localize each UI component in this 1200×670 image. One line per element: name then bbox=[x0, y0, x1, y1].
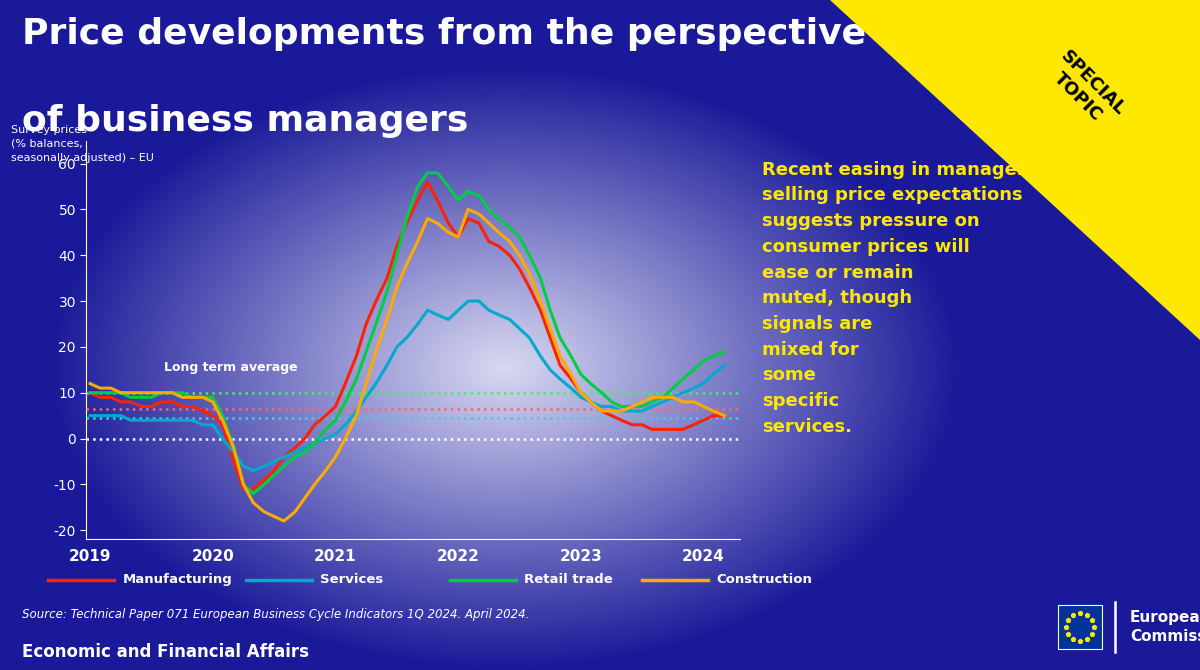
Polygon shape bbox=[830, 0, 1200, 340]
Text: of business managers: of business managers bbox=[22, 104, 468, 138]
Text: Long term average: Long term average bbox=[163, 361, 298, 375]
FancyBboxPatch shape bbox=[1058, 605, 1102, 649]
Text: European
Commission: European Commission bbox=[1130, 610, 1200, 644]
Text: Price developments from the perspective: Price developments from the perspective bbox=[22, 17, 865, 51]
Text: Construction: Construction bbox=[716, 573, 812, 586]
Text: SPECIAL
TOPIC: SPECIAL TOPIC bbox=[1042, 47, 1128, 133]
Text: Survey prices
(% balances,
seasonally adjusted) – EU: Survey prices (% balances, seasonally ad… bbox=[11, 125, 154, 163]
Text: Retail trade: Retail trade bbox=[524, 573, 613, 586]
Text: Economic and Financial Affairs: Economic and Financial Affairs bbox=[22, 643, 308, 661]
Text: Manufacturing: Manufacturing bbox=[122, 573, 232, 586]
Text: Recent easing in managers’
selling price expectations
suggests pressure on
consu: Recent easing in managers’ selling price… bbox=[762, 161, 1043, 436]
Text: Source: Technical Paper 071 European Business Cycle Indicators 1Q 2024. April 20: Source: Technical Paper 071 European Bus… bbox=[22, 608, 529, 620]
Text: Services: Services bbox=[320, 573, 384, 586]
